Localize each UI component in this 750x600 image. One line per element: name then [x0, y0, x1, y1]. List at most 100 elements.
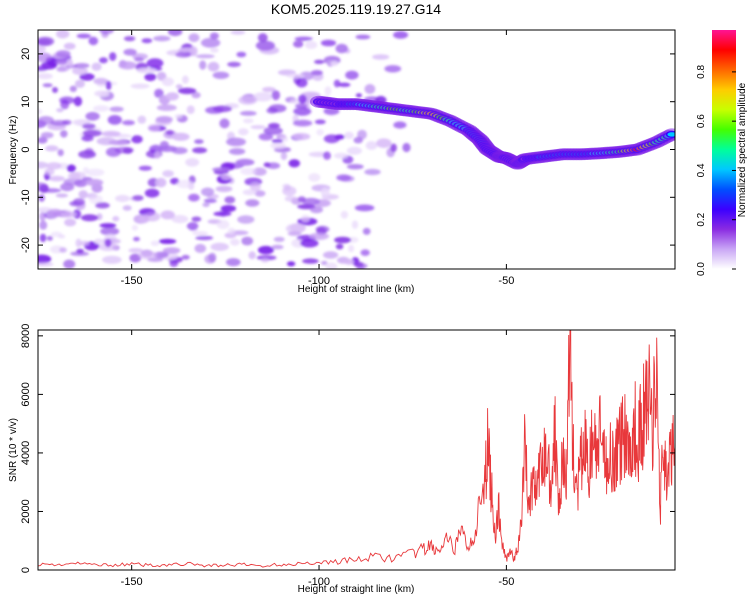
heatmap-cell — [55, 193, 69, 198]
heatmap-cell — [39, 220, 48, 230]
heatmap-cell — [351, 220, 359, 229]
heatmap-cell — [340, 210, 349, 219]
heatmap-cell — [314, 119, 326, 125]
heatmap-cell — [212, 71, 230, 80]
heatmap-cell — [162, 170, 174, 178]
heatmap-cell — [355, 93, 362, 98]
heatmap-cell — [293, 107, 312, 116]
heatmap-cell — [60, 99, 70, 110]
heatmap-cell — [155, 116, 173, 123]
heatmap-cell — [134, 57, 145, 62]
heatmap-cell — [219, 118, 230, 129]
heatmap-cell — [150, 240, 160, 246]
snr-frame — [37, 329, 676, 571]
heatmap-cell — [85, 178, 104, 187]
heatmap-cell — [94, 90, 109, 97]
heatmap-cell — [154, 88, 164, 98]
heatmap-cell — [45, 57, 55, 63]
heatmap-cell — [178, 47, 195, 53]
y-tick-label: 0 — [20, 146, 32, 152]
heatmap-cell — [257, 33, 268, 43]
heatmap-cell — [91, 62, 102, 71]
heatmap-cell — [82, 123, 96, 130]
heatmap-cell — [174, 114, 183, 119]
heatmap-cell — [158, 238, 177, 244]
heatmap-cell — [323, 151, 331, 160]
colorbar-label: Normalized spectral amplitude — [737, 82, 748, 217]
heatmap-cell — [89, 194, 103, 205]
heatmap-cell — [38, 38, 52, 46]
heatmap-cell — [220, 205, 237, 212]
heatmap-cell — [263, 162, 271, 168]
heatmap-cell — [137, 115, 147, 124]
heatmap-cell — [230, 238, 240, 246]
heatmap-cell — [360, 249, 370, 256]
heatmap-cell — [38, 194, 45, 202]
heatmap-cell — [208, 252, 217, 263]
heatmap-cell — [270, 142, 286, 150]
heatmap-cell — [236, 51, 247, 58]
snr-y-label: SNR (10 * v/v) — [8, 418, 19, 482]
heatmap-cell — [104, 238, 112, 248]
heatmap-cell — [268, 104, 287, 113]
heatmap-cell — [40, 132, 54, 139]
heatmap-cell — [286, 73, 305, 79]
heatmap-cell — [273, 236, 285, 242]
heatmap-cell — [364, 168, 381, 176]
heatmap-cell — [107, 115, 122, 125]
heatmap-cell — [300, 238, 319, 248]
heatmap-cell — [122, 147, 133, 154]
x-tick-label: -100 — [308, 275, 330, 287]
heatmap-cell — [39, 233, 47, 243]
heatmap-cell — [133, 236, 140, 242]
colorbar-tick-label: 0.2 — [696, 212, 707, 226]
heatmap-cell — [245, 199, 260, 207]
y-tick-label: 2000 — [20, 499, 32, 523]
heatmap-cell — [235, 158, 255, 166]
heatmap-cell — [249, 182, 261, 191]
heatmap-cell — [73, 96, 83, 107]
heatmap-cell — [60, 182, 75, 192]
heatmap-cell — [300, 214, 310, 223]
heatmap-cell — [177, 87, 197, 95]
heatmap-cell — [297, 196, 306, 203]
heatmap-cell — [263, 126, 283, 135]
y-tick-label: 20 — [20, 48, 32, 60]
heatmap-cell — [257, 245, 274, 255]
heatmap-cell — [393, 31, 409, 39]
heatmap-cell — [228, 148, 246, 155]
heatmap-cell — [74, 62, 90, 69]
heatmap-cell — [38, 73, 53, 80]
heatmap-cell — [66, 59, 73, 67]
heatmap-cell — [95, 202, 110, 209]
heatmap-cell — [293, 40, 304, 48]
heatmap-cell — [248, 251, 256, 260]
heatmap-cell — [280, 151, 288, 161]
heatmap-cell — [66, 164, 76, 173]
y-tick-label: 4000 — [20, 441, 32, 465]
heatmap-cell — [72, 209, 82, 219]
heatmap-cell — [227, 61, 241, 68]
heatmap-cell — [56, 108, 64, 113]
heatmap-cell — [376, 138, 392, 148]
heatmap-cell — [292, 119, 313, 127]
heatmap-cell — [194, 243, 207, 253]
heatmap-cell — [191, 216, 202, 222]
heatmap-cell — [99, 223, 117, 228]
heatmap-cell — [122, 120, 135, 126]
heatmap-cell — [271, 90, 281, 101]
heatmap-cell — [250, 125, 266, 130]
colorbar-gradient — [712, 30, 736, 269]
heatmap-cell — [204, 198, 217, 203]
heatmap-cell — [156, 104, 177, 111]
x-tick-label: -100 — [308, 576, 330, 588]
heatmap-cell — [57, 149, 64, 157]
heatmap-cell — [182, 75, 189, 84]
heatmap-cell — [167, 30, 183, 37]
heatmap-cell — [132, 195, 144, 201]
heatmap-cell — [147, 124, 160, 132]
heatmap-cell — [50, 120, 69, 126]
heatmap-cell — [252, 167, 267, 176]
heatmap-cell — [84, 147, 94, 156]
